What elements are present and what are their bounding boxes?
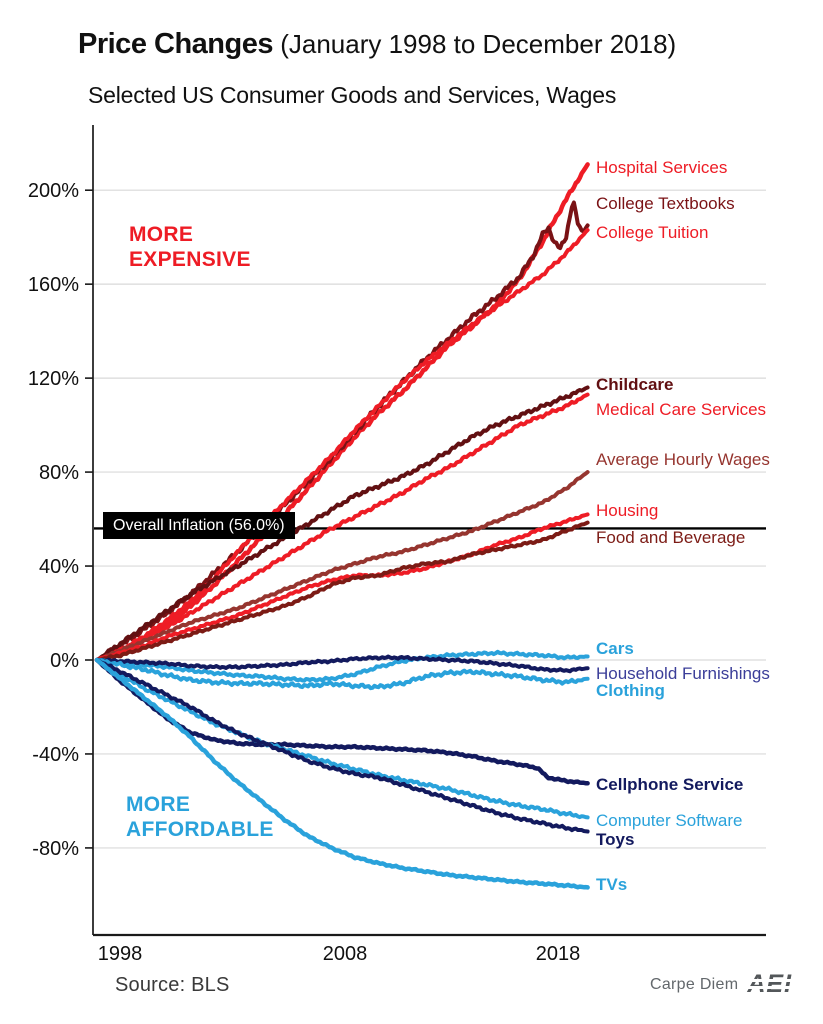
aei-logo: AEI: [744, 972, 796, 997]
source-note: Source: BLS: [115, 974, 230, 996]
series-label-food-and-beverage: Food and Beverage: [596, 528, 746, 547]
page-title: Price Changes (January 1998 to December …: [78, 28, 676, 61]
series-label-toys: Toys: [596, 830, 635, 849]
carpe-diem-wordmark: Carpe Diem: [650, 975, 739, 993]
series-label-average-hourly-wages: Average Hourly Wages: [596, 450, 770, 469]
series-label-housing: Housing: [596, 501, 659, 520]
title-main: Price Changes: [78, 28, 273, 60]
series-label-household-furnishings: Household Furnishings: [596, 664, 770, 683]
x-tick-label: 2018: [536, 943, 581, 965]
aei-logo-stripe: [744, 979, 796, 982]
series-label-cellphone-service: Cellphone Service: [596, 775, 744, 794]
y-tick-label: 120%: [28, 368, 79, 390]
series-label-cars: Cars: [596, 639, 634, 658]
series-label-clothing: Clothing: [596, 681, 665, 700]
series-line-toys: [95, 658, 590, 834]
x-tick-label: 1998: [98, 943, 143, 965]
series-label-college-textbooks: College Textbooks: [596, 194, 735, 213]
series-line-college-tuition: [95, 228, 590, 662]
series-label-computer-software: Computer Software: [596, 811, 743, 830]
y-tick-label: 0%: [50, 650, 79, 672]
x-tick-label: 2008: [323, 943, 368, 965]
y-tick-label: 80%: [39, 462, 79, 484]
aei-logo-stripe: [744, 986, 796, 989]
series-label-college-tuition: College Tuition: [596, 223, 709, 242]
overall-inflation-badge: Overall Inflation (56.0%): [103, 512, 295, 539]
series-line-childcare: [95, 385, 590, 662]
series-line-tvs: [94, 657, 590, 890]
series-line-food-and-beverage: [95, 520, 590, 662]
series-label-tvs: TVs: [596, 875, 628, 894]
series-line-clothing: [95, 658, 590, 691]
series-line-medical-care-services: [95, 392, 590, 662]
y-tick-label: -40%: [32, 744, 79, 766]
series-line-average-hourly-wages: [95, 470, 590, 662]
series-label-childcare: Childcare: [596, 375, 674, 394]
y-tick-label: 160%: [28, 274, 79, 296]
title-date-range: (January 1998 to December 2018): [272, 29, 677, 59]
branding: Carpe Diem AEI: [650, 972, 796, 997]
y-tick-label: 40%: [39, 556, 79, 578]
series-line-hospital-services: [94, 162, 590, 663]
series-label-medical-care-services: Medical Care Services: [596, 400, 767, 419]
series-line-household-furnishings: [95, 654, 590, 674]
series-line-housing: [95, 512, 590, 662]
more-expensive-annotation: MORE EXPENSIVE: [129, 223, 251, 272]
y-tick-label: 200%: [28, 180, 79, 202]
series-line-computer-software: [95, 658, 590, 820]
more-affordable-annotation: MORE AFFORDABLE: [126, 793, 274, 842]
page-subtitle: Selected US Consumer Goods and Services,…: [88, 82, 617, 108]
series-line-cars: [95, 649, 590, 683]
series-label-hospital-services: Hospital Services: [596, 158, 728, 177]
y-tick-label: -80%: [32, 838, 79, 860]
